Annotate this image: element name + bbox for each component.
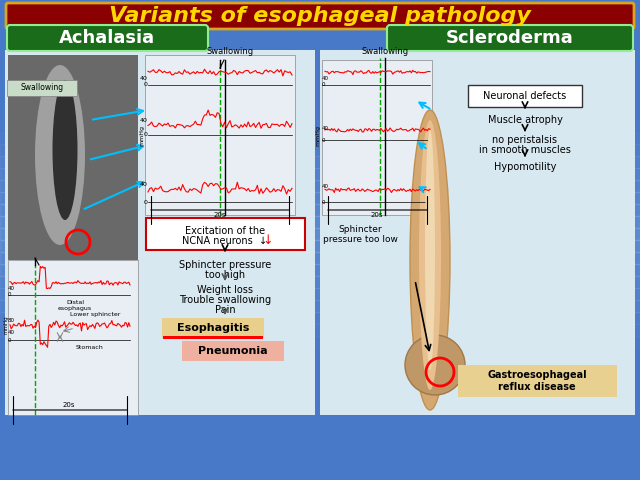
Text: 0: 0 bbox=[322, 137, 326, 143]
Text: mmHg: mmHg bbox=[139, 124, 144, 145]
Bar bbox=[0, 228, 640, 240]
Ellipse shape bbox=[35, 65, 85, 245]
Text: too high: too high bbox=[205, 270, 245, 280]
Bar bbox=[0, 204, 640, 216]
Text: NCNA neurons  ↓: NCNA neurons ↓ bbox=[182, 236, 268, 246]
Text: Swallowing: Swallowing bbox=[362, 48, 408, 57]
Text: 40: 40 bbox=[8, 329, 15, 335]
Bar bbox=[0, 132, 640, 144]
Text: Pain: Pain bbox=[214, 305, 236, 315]
Text: no peristalsis: no peristalsis bbox=[493, 135, 557, 145]
Text: Excitation of the: Excitation of the bbox=[185, 226, 265, 236]
Bar bbox=[0, 156, 640, 168]
Ellipse shape bbox=[419, 120, 441, 390]
Text: 0: 0 bbox=[322, 200, 326, 204]
Text: Stomach: Stomach bbox=[76, 345, 104, 350]
Text: 80: 80 bbox=[8, 317, 15, 323]
Text: in smooth muscles: in smooth muscles bbox=[479, 145, 571, 155]
Text: 40: 40 bbox=[322, 184, 329, 190]
Text: Swallowing: Swallowing bbox=[20, 84, 63, 93]
Bar bbox=[0, 168, 640, 180]
Text: 0: 0 bbox=[144, 83, 148, 87]
FancyBboxPatch shape bbox=[7, 25, 208, 51]
Text: 40: 40 bbox=[8, 286, 15, 290]
Bar bbox=[0, 144, 640, 156]
Bar bbox=[0, 336, 640, 348]
Text: Scleroderma: Scleroderma bbox=[446, 29, 574, 47]
Bar bbox=[163, 336, 263, 339]
Text: Sphincter pressure: Sphincter pressure bbox=[179, 260, 271, 270]
Text: 0: 0 bbox=[322, 83, 326, 87]
Text: Distal
esophagus: Distal esophagus bbox=[58, 300, 92, 311]
Text: Variants of esophageal pathology: Variants of esophageal pathology bbox=[109, 6, 531, 26]
Text: 0: 0 bbox=[8, 337, 12, 343]
FancyBboxPatch shape bbox=[458, 365, 617, 397]
Bar bbox=[0, 324, 640, 336]
Ellipse shape bbox=[410, 110, 450, 410]
Text: 40: 40 bbox=[140, 118, 148, 122]
Bar bbox=[0, 300, 640, 312]
Bar bbox=[0, 120, 640, 132]
Text: ↓: ↓ bbox=[263, 235, 273, 248]
Ellipse shape bbox=[425, 130, 435, 370]
Bar bbox=[8, 55, 138, 260]
Text: Esophagitis: Esophagitis bbox=[177, 323, 249, 333]
Text: 40: 40 bbox=[322, 125, 329, 131]
Bar bbox=[8, 260, 138, 415]
Text: 40: 40 bbox=[140, 75, 148, 81]
Text: mmHg: mmHg bbox=[315, 124, 320, 145]
FancyBboxPatch shape bbox=[387, 25, 633, 51]
FancyBboxPatch shape bbox=[182, 341, 284, 361]
Text: 40: 40 bbox=[140, 182, 148, 188]
Text: 0: 0 bbox=[144, 132, 148, 137]
Text: Neuronal defects: Neuronal defects bbox=[483, 91, 566, 101]
Text: mmHg: mmHg bbox=[3, 316, 8, 334]
Bar bbox=[145, 55, 295, 215]
Bar bbox=[0, 288, 640, 300]
FancyBboxPatch shape bbox=[146, 218, 305, 250]
Bar bbox=[322, 60, 432, 215]
Text: 20s: 20s bbox=[214, 212, 227, 218]
Text: Trouble swallowing: Trouble swallowing bbox=[179, 295, 271, 305]
Bar bbox=[320, 50, 635, 415]
Bar bbox=[0, 264, 640, 276]
Text: Weight loss: Weight loss bbox=[197, 285, 253, 295]
Text: Sphincter
pressure too low: Sphincter pressure too low bbox=[323, 225, 397, 244]
FancyBboxPatch shape bbox=[468, 85, 582, 107]
Text: Hypomotility: Hypomotility bbox=[494, 162, 556, 172]
FancyBboxPatch shape bbox=[7, 80, 77, 96]
Bar bbox=[0, 240, 640, 252]
Bar bbox=[0, 276, 640, 288]
Text: Swallowing: Swallowing bbox=[207, 48, 253, 57]
Bar bbox=[0, 348, 640, 360]
FancyBboxPatch shape bbox=[162, 318, 264, 338]
Ellipse shape bbox=[405, 335, 465, 395]
Bar bbox=[0, 312, 640, 324]
Text: Pneumonia: Pneumonia bbox=[198, 346, 268, 356]
Text: Muscle atrophy: Muscle atrophy bbox=[488, 115, 563, 125]
Text: Achalasia: Achalasia bbox=[59, 29, 155, 47]
Text: 40: 40 bbox=[322, 75, 329, 81]
Text: 0: 0 bbox=[144, 200, 148, 204]
Text: Lower sphincter: Lower sphincter bbox=[70, 312, 120, 317]
Text: 20s: 20s bbox=[63, 402, 76, 408]
Text: Gastroesophageal
reflux disease: Gastroesophageal reflux disease bbox=[487, 370, 587, 392]
Bar bbox=[0, 216, 640, 228]
Bar bbox=[0, 180, 640, 192]
Text: 20s: 20s bbox=[371, 212, 383, 218]
Bar bbox=[0, 252, 640, 264]
Bar bbox=[5, 50, 315, 415]
FancyBboxPatch shape bbox=[6, 3, 634, 29]
Text: 0: 0 bbox=[8, 292, 12, 298]
Ellipse shape bbox=[52, 80, 77, 220]
Bar bbox=[0, 192, 640, 204]
